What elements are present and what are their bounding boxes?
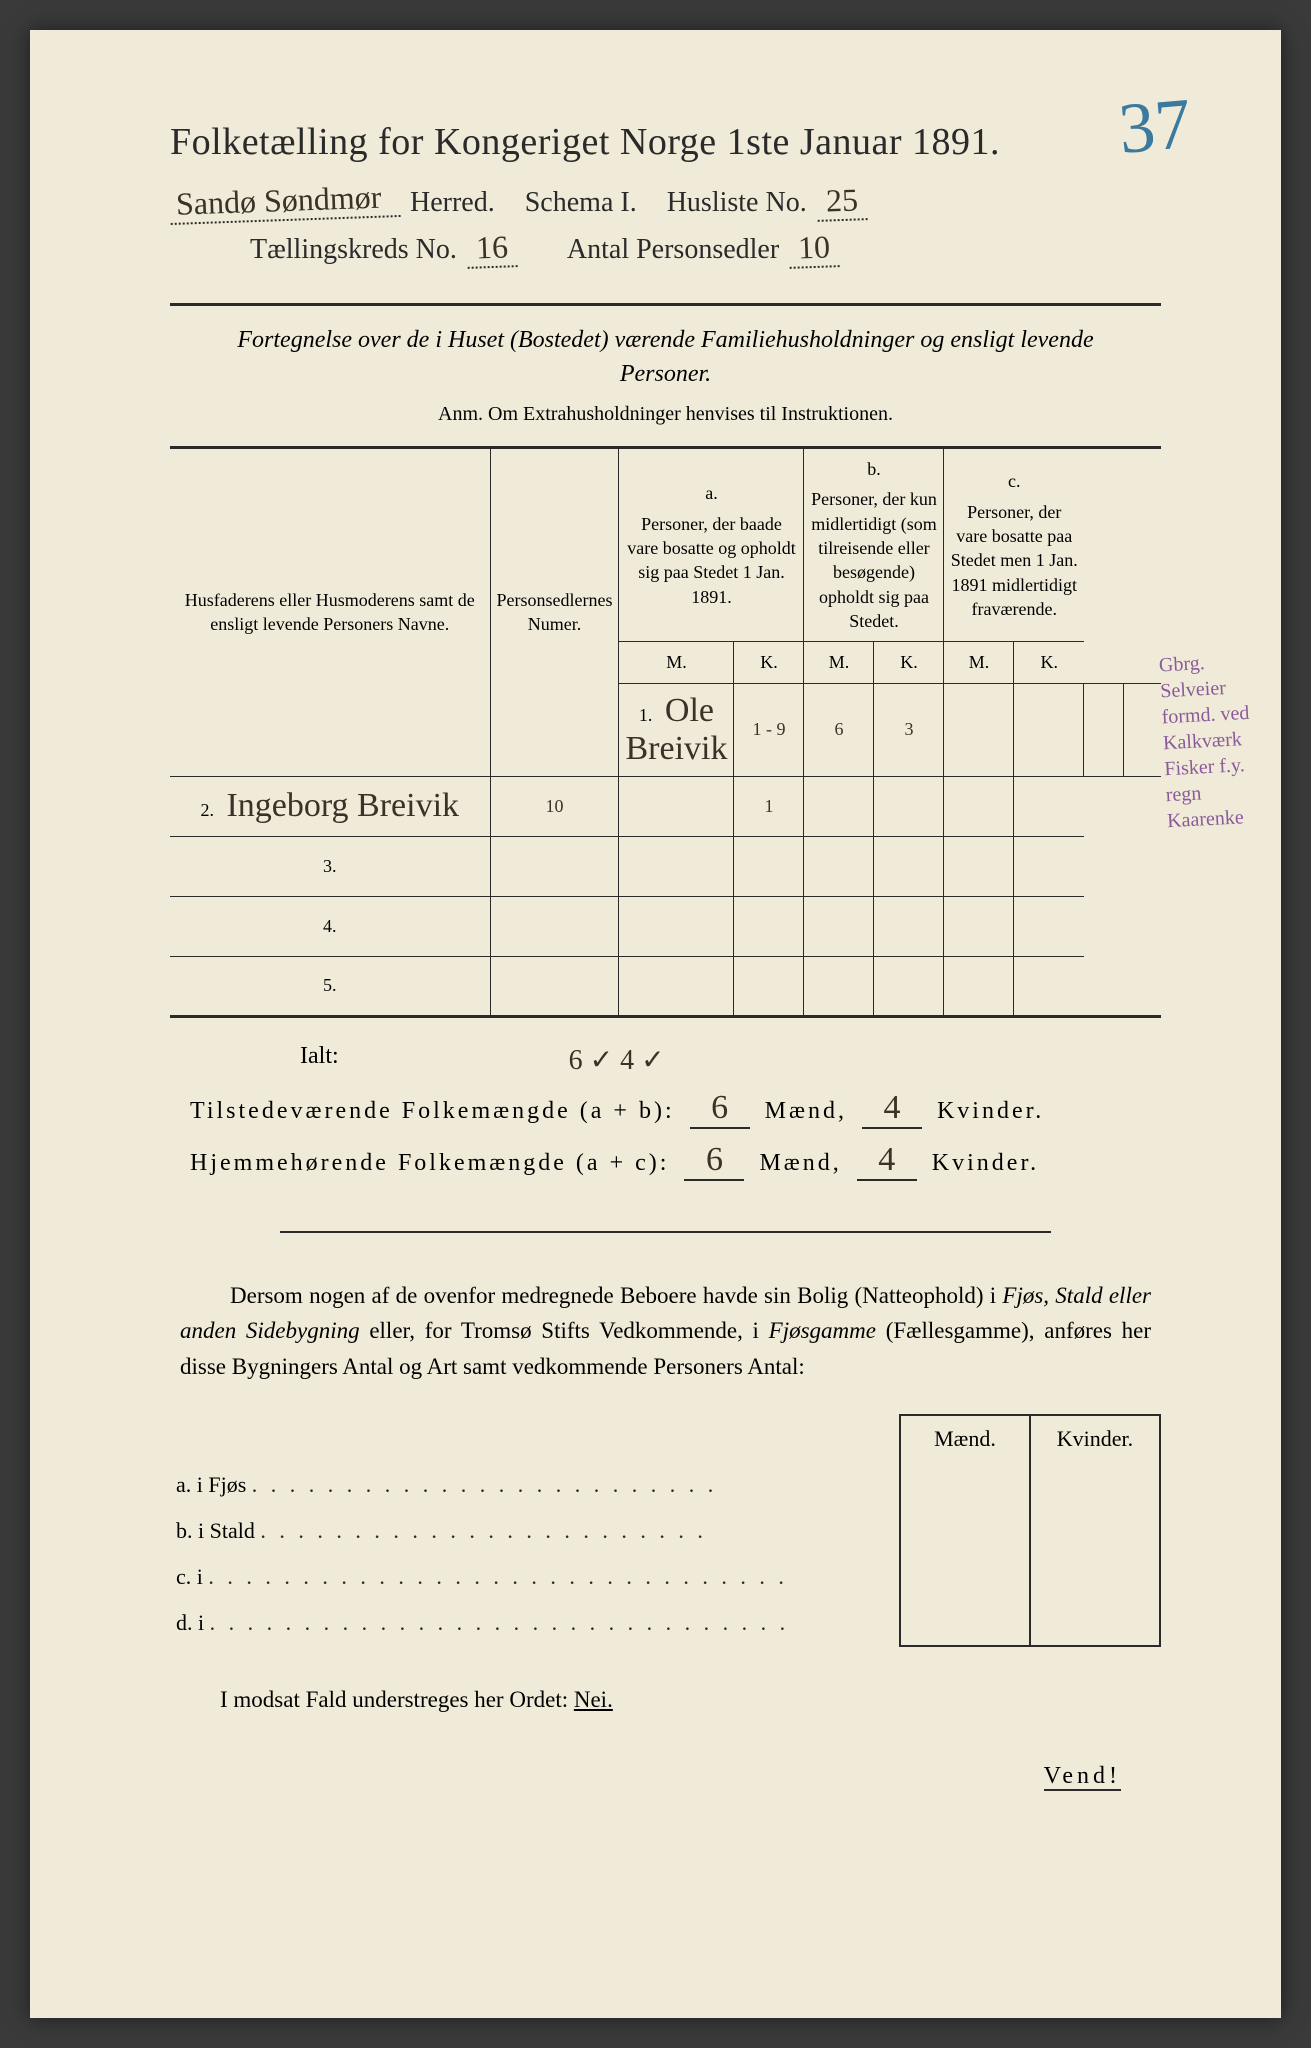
husliste-label: Husliste No. [667, 187, 807, 219]
nei-word: Nei. [574, 1687, 613, 1712]
th-cm: M. [944, 642, 1014, 683]
ialt-label: Ialt: [300, 1043, 339, 1077]
anm-note: Anm. Om Extrahusholdninger henvises til … [170, 403, 1161, 426]
th-bm: M. [804, 642, 874, 683]
row1-name: Ole Breivik [625, 692, 727, 767]
th-numer: Personsedlernes Numer. [490, 448, 619, 776]
lower-row: d. i . . . . . . . . . . . . . . . . . .… [170, 1600, 1160, 1646]
row1-bk [1014, 683, 1084, 776]
row1-am: 6 [804, 683, 874, 776]
row2-bm [804, 776, 874, 836]
header-line-2: Sandø Søndmør Herred. Schema I. Husliste… [170, 182, 1161, 221]
herred-value: Sandø Søndmør [169, 178, 400, 225]
header-line-3: Tællingskreds No. 16 Antal Personsedler … [170, 229, 1161, 268]
lower-th-kvinder: Kvinder. [1030, 1415, 1160, 1462]
tilstede-kvinder: 4 [862, 1089, 922, 1129]
antal-label: Antal Personsedler [567, 234, 779, 266]
subtitle: Fortegnelse over de i Huset (Bostedet) v… [170, 324, 1161, 391]
vend-label: Vend! [170, 1763, 1161, 1790]
lower-table: Mænd. Kvinder. a. i Fjøs . . . . . . . .… [170, 1414, 1161, 1647]
th-names: Husfaderens eller Husmoderens samt de en… [170, 448, 490, 776]
row1-ck [1123, 683, 1161, 776]
table-row: 4. [170, 896, 1161, 956]
page-corner-number: 37 [1116, 82, 1195, 171]
row2-cm [944, 776, 1014, 836]
row2-ck [1014, 776, 1084, 836]
table-row: 2. Ingeborg Breivik 10 1 [170, 776, 1161, 836]
hjemme-line: Hjemmehørende Folkemængde (a + c): 6 Mæn… [170, 1141, 1161, 1181]
table-row: 5. [170, 956, 1161, 1016]
th-bk: K. [874, 642, 944, 683]
nei-line: I modsat Fald understreges her Ordet: Ne… [170, 1687, 1161, 1713]
hjemme-maend: 6 [684, 1141, 744, 1181]
lower-th-maend: Mænd. [900, 1415, 1030, 1462]
ialt-values: 6 ✓ 4 ✓ [569, 1043, 665, 1077]
divider [170, 303, 1161, 306]
lower-row: b. i Stald . . . . . . . . . . . . . . .… [170, 1508, 1160, 1554]
row1-bm [944, 683, 1014, 776]
herred-label: Herred. [410, 187, 495, 219]
table-row: 3. [170, 836, 1161, 896]
lower-row: c. i . . . . . . . . . . . . . . . . . .… [170, 1554, 1160, 1600]
lower-row: a. i Fjøs . . . . . . . . . . . . . . . … [170, 1462, 1160, 1508]
main-table: Husfaderens eller Husmoderens samt de en… [170, 446, 1161, 1017]
antal-value: 10 [789, 228, 840, 269]
row2-ak: 1 [734, 776, 804, 836]
th-c: c. Personer, der vare bosatte paa Stedet… [944, 448, 1084, 642]
margin-annotation: Gbrg. Selveier formd. ved Kalkværk Fiske… [1158, 648, 1257, 834]
th-a: a. Personer, der baade vare bosatte og o… [619, 448, 804, 642]
row2-name: Ingeborg Breivik [218, 787, 459, 824]
census-form-page: 37 Folketælling for Kongeriget Norge 1st… [30, 30, 1281, 2018]
lower-paragraph: Dersom nogen af de ovenfor medregnede Be… [170, 1278, 1161, 1385]
divider [280, 1231, 1051, 1233]
tilstede-line: Tilstedeværende Folkemængde (a + b): 6 M… [170, 1089, 1161, 1129]
kreds-label: Tællingskreds No. [250, 234, 457, 266]
kreds-value: 16 [466, 228, 517, 269]
row2-am [619, 776, 734, 836]
th-ak: K. [734, 642, 804, 683]
row2-bk [874, 776, 944, 836]
th-b: b. Personer, der kun midlertidigt (som t… [804, 448, 944, 642]
schema-label: Schema I. [525, 187, 637, 219]
tilstede-maend: 6 [690, 1089, 750, 1129]
row2-num: 10 [490, 776, 619, 836]
husliste-value: 25 [816, 181, 867, 222]
form-title: Folketælling for Kongeriget Norge 1ste J… [170, 120, 1161, 164]
row1-cm [1084, 683, 1123, 776]
ialt-row: Ialt: 6 ✓ 4 ✓ [170, 1043, 1161, 1077]
th-ck: K. [1014, 642, 1084, 683]
row1-ak: 3 [874, 683, 944, 776]
th-am: M. [619, 642, 734, 683]
row1-num: 1 - 9 [734, 683, 804, 776]
hjemme-kvinder: 4 [857, 1141, 917, 1181]
